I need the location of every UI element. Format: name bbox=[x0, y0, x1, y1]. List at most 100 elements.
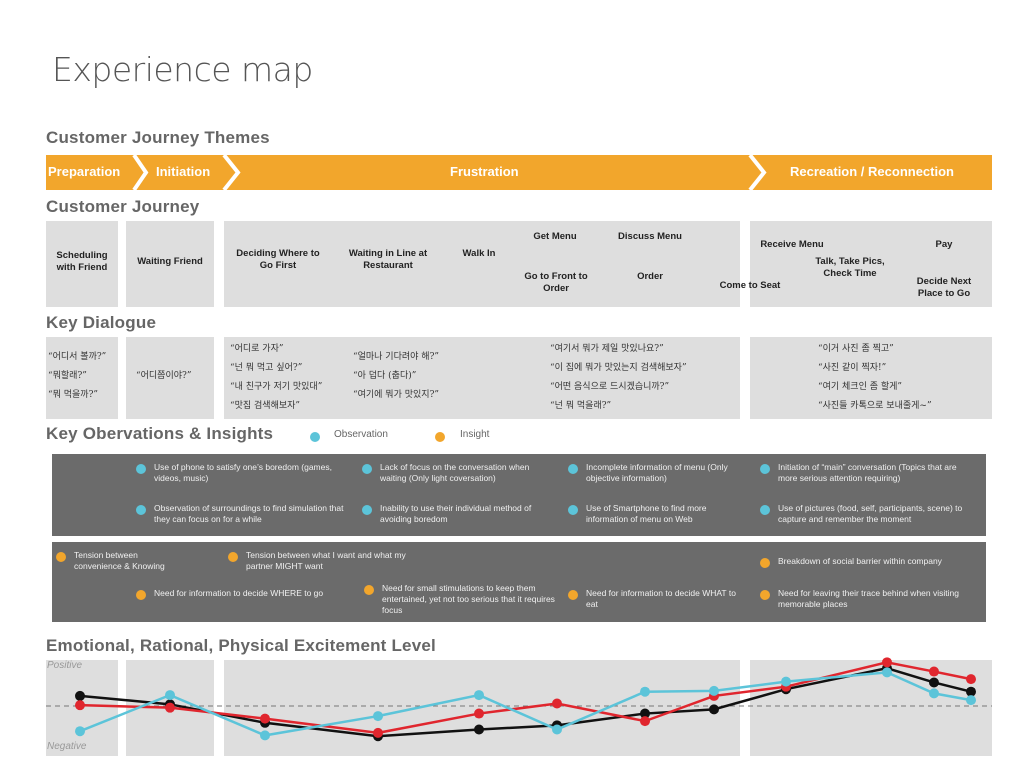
series-point bbox=[781, 676, 791, 687]
dialogue-line: “맛집 검색해보자” bbox=[230, 401, 301, 411]
series-point bbox=[966, 674, 976, 685]
insight-dot bbox=[760, 590, 770, 600]
observation-dot bbox=[568, 505, 578, 515]
series-point bbox=[373, 711, 383, 722]
step-talk: Talk, Take Pics, Check Time bbox=[815, 256, 885, 279]
series-line bbox=[79, 666, 972, 738]
dialogue-line: “얼마나 기다려야 해?” bbox=[353, 352, 439, 362]
dialogue-line: “어디로 가자” bbox=[230, 344, 284, 354]
series-point bbox=[709, 685, 719, 696]
dialogue-frus-c: “여기서 뭐가 제일 맛있나요?” “이 집에 뭐가 맛있는지 검색해보자” “… bbox=[550, 340, 687, 416]
dialogue-line: “어떤 음식으로 드시겠습니까?” bbox=[550, 382, 670, 392]
series-point bbox=[165, 702, 175, 713]
series-point bbox=[552, 698, 562, 709]
step-discuss-menu: Discuss Menu bbox=[618, 231, 682, 242]
dialogue-line: “내 친구가 저기 맛있대” bbox=[230, 382, 323, 392]
dialogue-line: “뭐할래?” bbox=[48, 371, 87, 381]
insight-item: Need for information to decide WHERE to … bbox=[136, 588, 352, 600]
journey-heading: Customer Journey bbox=[46, 197, 200, 216]
series-point bbox=[929, 677, 939, 688]
series-point bbox=[709, 704, 719, 715]
observation-item: Observation of surroundings to find simu… bbox=[136, 503, 352, 525]
page-title: Experience map bbox=[52, 50, 313, 89]
axis-positive-label: Positive bbox=[47, 660, 83, 671]
series-point bbox=[75, 690, 85, 701]
insight-item: Tension between convenience & Knowing bbox=[56, 550, 176, 572]
observation-legend-label: Observation bbox=[334, 429, 388, 440]
chevron-divider-3 bbox=[748, 155, 767, 191]
insight-item: Need for small stimulations to keep them… bbox=[364, 583, 560, 616]
series-point bbox=[373, 727, 383, 738]
journey-panel-initiation bbox=[126, 221, 214, 307]
journey-panel-recreation bbox=[750, 221, 992, 307]
themes-chevron-bar bbox=[46, 155, 992, 191]
insights-band bbox=[52, 542, 986, 622]
series-line bbox=[79, 661, 972, 735]
insight-item: Need for leaving their trace behind when… bbox=[760, 588, 978, 610]
dialogue-line: “여기 체크인 좀 할게” bbox=[818, 382, 903, 392]
dialogue-line: “여기서 뭐가 제일 맛있나요?” bbox=[550, 344, 664, 354]
observation-legend-dot bbox=[310, 432, 320, 442]
dialogue-prep: “어디서 볼까?” “뭐할래?” “뭐 먹을까?” bbox=[48, 348, 106, 405]
insight-item: Breakdown of social barrier within compa… bbox=[760, 556, 978, 568]
insight-item: Need for information to decide WHAT to e… bbox=[568, 588, 748, 610]
series-point bbox=[75, 700, 85, 711]
series-point bbox=[552, 724, 562, 735]
insight-dot bbox=[760, 558, 770, 568]
dialogue-line: “아 덥다 (춥다)” bbox=[353, 371, 417, 381]
chart-panel-frustration bbox=[224, 660, 740, 756]
dialogue-line: “어디서 볼까?” bbox=[48, 352, 107, 362]
chevron-divider-1 bbox=[132, 155, 149, 191]
series-point bbox=[260, 713, 270, 724]
observation-dot bbox=[362, 464, 372, 474]
dialogue-line: “이거 사진 좀 찍고” bbox=[818, 344, 894, 354]
series-point bbox=[260, 730, 270, 741]
dialogue-panel-frustration bbox=[224, 337, 740, 419]
dialogue-line: “어디쯤이야?” bbox=[136, 371, 192, 381]
series-point bbox=[165, 690, 175, 701]
dialogue-line: “사진들 카톡으로 보내줄게~” bbox=[818, 401, 932, 411]
insight-dot bbox=[136, 590, 146, 600]
step-come-to-seat: Come to Seat bbox=[719, 280, 781, 291]
insight-dot bbox=[568, 590, 578, 600]
observation-dot bbox=[136, 505, 146, 515]
dialogue-line: “이 집에 뭐가 맛있는지 검색해보자” bbox=[550, 363, 687, 373]
observations-band bbox=[52, 454, 986, 536]
observation-item: Use of Smartphone to find more informati… bbox=[568, 503, 748, 525]
journey-panel-frustration bbox=[224, 221, 740, 307]
series-point bbox=[929, 666, 939, 677]
series-point bbox=[640, 708, 650, 719]
step-waiting-friend: Waiting Friend bbox=[137, 256, 203, 267]
observation-item: Lack of focus on the conversation when w… bbox=[362, 462, 552, 484]
dialogue-panel-recreation bbox=[750, 337, 992, 419]
step-order: Order bbox=[637, 271, 663, 282]
series-point bbox=[882, 667, 892, 678]
chevron-divider-2 bbox=[222, 155, 241, 191]
dialogue-line: “넌 뭐 먹고 싶어?” bbox=[230, 363, 303, 373]
step-get-menu: Get Menu bbox=[533, 231, 577, 242]
dialogue-line: “여기에 뭐가 맛있지?” bbox=[353, 390, 439, 400]
theme-preparation: Preparation bbox=[48, 164, 121, 179]
dialogue-line: “뭐 먹을까?” bbox=[48, 390, 99, 400]
step-pay: Pay bbox=[935, 239, 953, 250]
observation-dot bbox=[568, 464, 578, 474]
observation-item: Inability to use their individual method… bbox=[362, 503, 552, 525]
step-decide-next: Decide Next Place to Go bbox=[916, 276, 972, 299]
series-point bbox=[640, 716, 650, 727]
series-point bbox=[474, 690, 484, 701]
excitement-heading: Emotional, Rational, Physical Excitement… bbox=[46, 636, 436, 655]
series-point bbox=[640, 686, 650, 697]
insight-legend-dot bbox=[435, 432, 445, 442]
axis-negative-label: Negative bbox=[47, 741, 87, 752]
observation-dot bbox=[362, 505, 372, 515]
theme-recreation: Recreation / Reconnection bbox=[790, 164, 954, 179]
observation-item: Use of pictures (food, self, participant… bbox=[760, 503, 978, 525]
observation-dot bbox=[136, 464, 146, 474]
dialogue-heading: Key Dialogue bbox=[46, 313, 157, 332]
insight-dot bbox=[56, 552, 66, 562]
dialogue-line: “사진 같이 찍자!” bbox=[818, 363, 887, 373]
series-point bbox=[882, 657, 892, 668]
observation-item: Use of phone to satisfy one’s boredom (g… bbox=[136, 462, 352, 484]
observation-dot bbox=[760, 505, 770, 515]
theme-initiation: Initiation bbox=[156, 164, 211, 179]
